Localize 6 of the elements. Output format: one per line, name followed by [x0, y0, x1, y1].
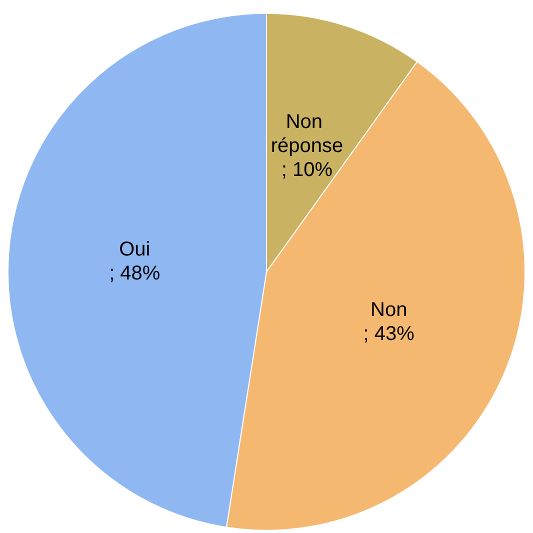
- slice-label: Non: [370, 298, 408, 321]
- data-label: ; 48%: [109, 262, 160, 285]
- data-label: ; 10%: [281, 158, 333, 181]
- slice-label: Non réponse: [270, 110, 344, 157]
- data-label: ; 43%: [363, 322, 415, 345]
- slice-label: Oui: [119, 238, 150, 261]
